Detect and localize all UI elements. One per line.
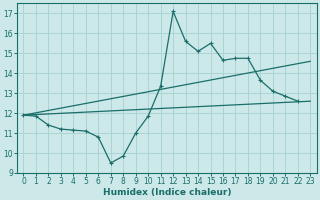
X-axis label: Humidex (Indice chaleur): Humidex (Indice chaleur): [103, 188, 231, 197]
